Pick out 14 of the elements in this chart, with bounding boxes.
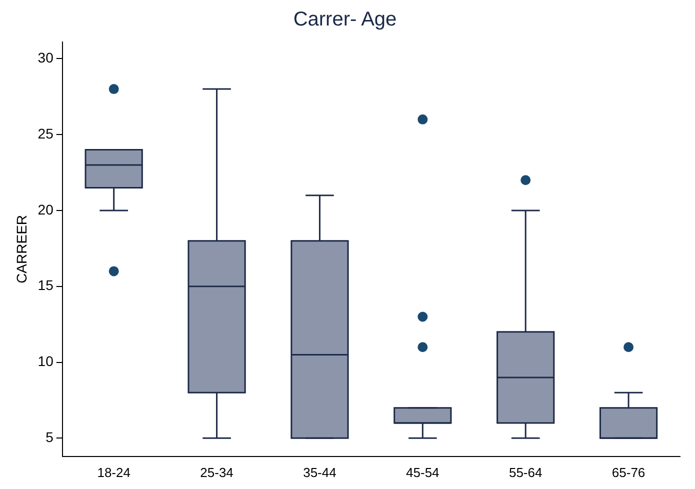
- chart-title: Carrer- Age: [293, 8, 397, 31]
- y-tick-label: 10: [38, 353, 54, 370]
- y-tick-label: 25: [38, 125, 54, 142]
- y-tick-label: 15: [38, 277, 54, 294]
- x-tick-label: 45-54: [406, 464, 440, 480]
- x-tick-label: 35-44: [303, 464, 336, 480]
- x-tick-label: 65-76: [612, 464, 646, 480]
- y-tick-label: 30: [38, 50, 54, 66]
- y-tick-label: 20: [38, 201, 54, 218]
- x-tick-label: 18-24: [97, 464, 130, 480]
- y-axis-title: CARREER: [13, 214, 30, 284]
- y-tick-label: 5: [46, 429, 54, 446]
- x-tick-label: 25-34: [200, 464, 234, 480]
- x-tick-label: 55-64: [508, 464, 542, 480]
